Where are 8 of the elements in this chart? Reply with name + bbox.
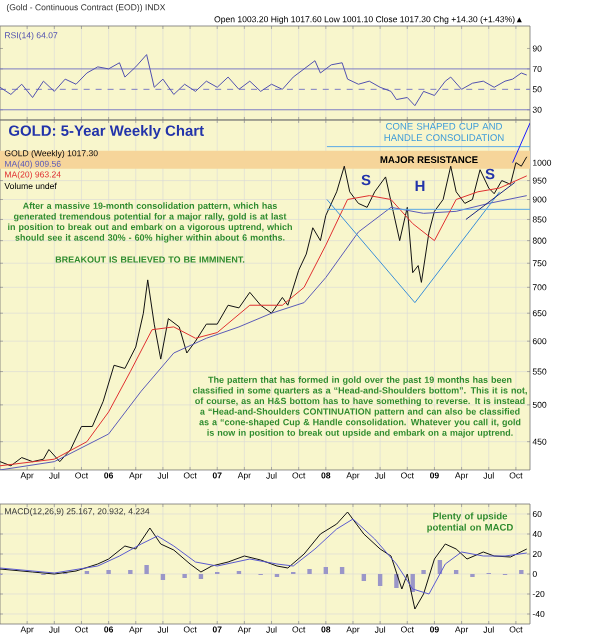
bar (323, 567, 329, 574)
line-series (0, 518, 528, 595)
bar (339, 567, 345, 574)
bar (377, 574, 383, 586)
line-series (0, 511, 528, 610)
bar (160, 574, 166, 580)
bar (144, 565, 149, 574)
bar (361, 574, 367, 581)
